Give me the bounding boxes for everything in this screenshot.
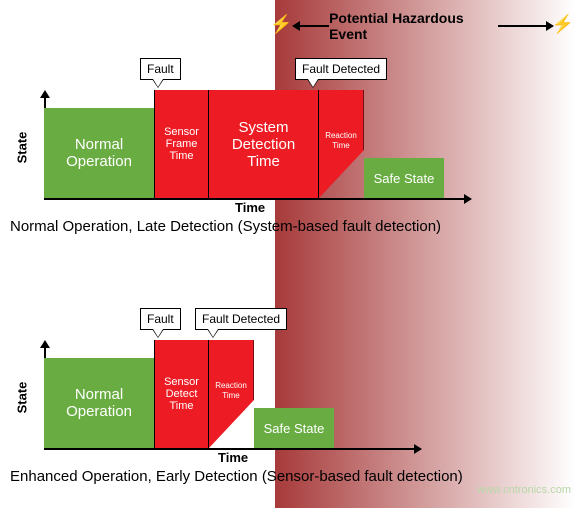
hazard-arrow-left bbox=[300, 25, 329, 27]
svg-text:Reaction: Reaction bbox=[325, 131, 357, 140]
chart1-safe-block: Safe State bbox=[364, 158, 444, 198]
chart1-fault-callout: Fault bbox=[140, 58, 181, 80]
chart1-caption: Normal Operation, Late Detection (System… bbox=[10, 218, 441, 235]
hazard-label: Potential Hazardous Event bbox=[329, 10, 498, 42]
chart2-detected-callout: Fault Detected bbox=[195, 308, 287, 330]
chart2-caption: Enhanced Operation, Early Detection (Sen… bbox=[10, 468, 463, 485]
chart1-system-detect-block: System Detection Time bbox=[209, 90, 319, 198]
chart1-normal-block: Normal Operation bbox=[44, 108, 154, 198]
chart2-reaction-block: Reaction Time bbox=[209, 340, 254, 448]
svg-text:Time: Time bbox=[332, 141, 350, 150]
chart2-x-label: Time bbox=[218, 450, 248, 465]
bolt-icon: ⚡ bbox=[552, 14, 574, 35]
svg-text:Reaction: Reaction bbox=[215, 381, 247, 390]
chart2-normal-block: Normal Operation bbox=[44, 358, 154, 448]
chart2-y-label: State bbox=[14, 382, 29, 414]
watermark: www.cntronics.com bbox=[477, 484, 571, 496]
chart1-detected-callout: Fault Detected bbox=[295, 58, 387, 80]
bolt-icon: ⚡ bbox=[270, 14, 292, 35]
chart1-x-label: Time bbox=[235, 200, 265, 215]
svg-text:Time: Time bbox=[222, 391, 240, 400]
hazard-header: ⚡ Potential Hazardous Event ⚡ bbox=[278, 10, 568, 42]
chart2-safe-block: Safe State bbox=[254, 408, 334, 448]
hazard-arrow-right bbox=[498, 25, 546, 27]
chart1-y-label: State bbox=[14, 132, 29, 164]
chart1-reaction-block: Reaction Time bbox=[319, 90, 364, 198]
chart1-sensor-frame-block: Sensor Frame Time bbox=[154, 90, 209, 198]
chart2-sensor-detect-block: Sensor Detect Time bbox=[154, 340, 209, 448]
chart2-fault-callout: Fault bbox=[140, 308, 181, 330]
